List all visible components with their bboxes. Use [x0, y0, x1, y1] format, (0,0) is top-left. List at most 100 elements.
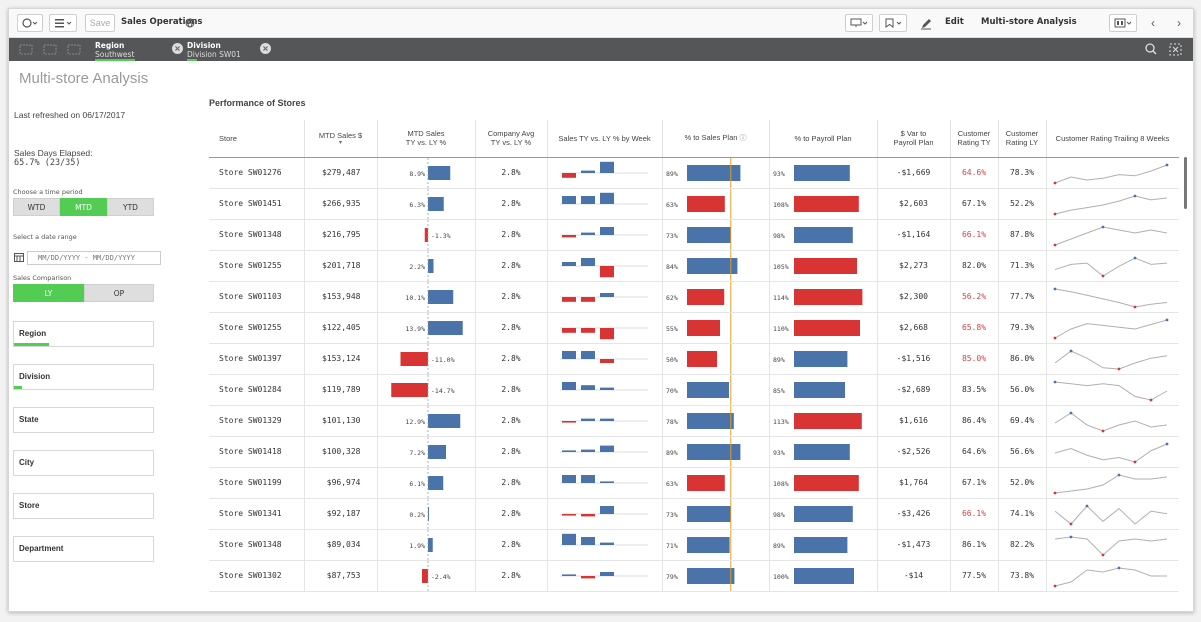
- ty-vs-ly-chart: 1.9%: [409, 529, 433, 560]
- header-store[interactable]: Store: [209, 120, 305, 158]
- filter-region[interactable]: Region: [13, 321, 154, 347]
- header-var-payroll[interactable]: $ Var to Payroll Plan: [877, 120, 951, 158]
- header-mtd-sales[interactable]: MTD Sales $ ▾: [304, 120, 378, 158]
- weekly-chart: [559, 505, 648, 516]
- weekly-chart: [559, 474, 648, 483]
- trailing-cell: [1046, 312, 1179, 344]
- payroll-plan-bar: [793, 288, 862, 305]
- time-period-wtd[interactable]: WTD: [13, 198, 60, 216]
- payroll-plan-chart: 93%: [773, 164, 850, 181]
- table-row[interactable]: Store SW01418 $100,328 7.2% 2.8% 89% 93% -$2,5…: [209, 436, 1179, 468]
- filter-state[interactable]: State: [13, 407, 154, 433]
- header-rating-ly[interactable]: Customer Rating LY: [998, 120, 1047, 158]
- clear-all-selections-icon[interactable]: [67, 44, 81, 55]
- header-ty-vs-ly[interactable]: MTD Sales TY vs. LY %: [377, 120, 476, 158]
- save-button[interactable]: Save: [85, 14, 115, 32]
- filter-division[interactable]: Division: [13, 364, 154, 390]
- header-trailing[interactable]: Customer Rating Trailing 8 Weeks: [1046, 120, 1179, 158]
- table-row[interactable]: Store SW01348 $89,034 1.9% 2.8% 71% 89% -$1,47…: [209, 529, 1179, 561]
- table-row[interactable]: Store SW01451 $266,935 6.3% 2.8% 63% 108% $2,6…: [209, 188, 1179, 220]
- selection-forward-icon[interactable]: [43, 44, 57, 55]
- sales-days-value: 65.7% (23/35): [14, 158, 81, 168]
- search-icon[interactable]: [1145, 43, 1157, 55]
- sales-plan-cell: 62%: [662, 281, 770, 313]
- header-weekly[interactable]: Sales TY vs. LY % by Week: [547, 120, 663, 158]
- header-sales-plan[interactable]: % to Sales Plan ⓘ: [662, 120, 770, 158]
- weekly-bar: [580, 536, 595, 545]
- var-payroll: -$14: [877, 560, 951, 592]
- sparkline-min-point: [1053, 336, 1056, 339]
- table-row[interactable]: Store SW01255 $122,405 13.9% 2.8% 55% 110% $2,…: [209, 312, 1179, 344]
- previous-sheet-button[interactable]: ‹: [1141, 14, 1165, 32]
- sales-plan-label: 84%: [666, 263, 678, 271]
- ty-vs-ly-bar: [400, 351, 428, 366]
- header-sales-plan-label: % to Sales Plan: [684, 133, 738, 143]
- ty-vs-ly-cell: -14.7%: [377, 374, 476, 406]
- table-scrollbar[interactable]: [1184, 157, 1187, 209]
- table-row[interactable]: Store SW01397 $153,124 -11.0% 2.8% 50% 89% -$1…: [209, 343, 1179, 375]
- weekly-bar: [580, 327, 595, 333]
- time-period-ytd[interactable]: YTD: [107, 198, 154, 216]
- var-payroll: $2,300: [877, 281, 951, 313]
- table-row[interactable]: Store SW01348 $216,795 -1.3% 2.8% 73% 98% -$1,…: [209, 219, 1179, 251]
- sales-plan-label: 62%: [666, 294, 678, 302]
- comparison-op[interactable]: OP: [84, 284, 154, 302]
- selection-back-icon[interactable]: [19, 44, 33, 55]
- sales-plan-cell: 89%: [662, 436, 770, 468]
- navigation-menu-button[interactable]: [17, 14, 43, 32]
- comparison-ly[interactable]: LY: [13, 284, 84, 302]
- sales-plan-bar: [686, 164, 740, 181]
- close-icon[interactable]: ×: [172, 43, 183, 54]
- sales-plan-label: 89%: [666, 449, 678, 457]
- header-company-avg[interactable]: Company Avg TY vs. LY %: [475, 120, 548, 158]
- header-payroll-plan[interactable]: % to Payroll Plan: [769, 120, 878, 158]
- next-sheet-button[interactable]: ›: [1167, 14, 1191, 32]
- close-icon[interactable]: ×: [260, 43, 271, 54]
- ty-vs-ly-chart: -11.0%: [400, 343, 454, 374]
- pencil-icon[interactable]: [920, 18, 932, 30]
- presentation-button[interactable]: [845, 14, 873, 32]
- weekly-cell: [547, 436, 663, 468]
- date-range-input[interactable]: MM/DD/YYYY - MM/DD/YYYY: [27, 251, 161, 265]
- sparkline-max-point: [1165, 163, 1168, 166]
- header-mtd-sales-label: MTD Sales $: [318, 130, 363, 140]
- table-row[interactable]: Store SW01341 $92,187 0.2% 2.8% 73% 98% -$3,42…: [209, 498, 1179, 530]
- table-row[interactable]: Store SW01103 $153,948 10.1% 2.8% 62% 114% $2,…: [209, 281, 1179, 313]
- ty-vs-ly-cell: 1.9%: [377, 529, 476, 561]
- payroll-plan-cell: 108%: [769, 467, 878, 499]
- table-row[interactable]: Store SW01284 $119,789 -14.7% 2.8% 70% 85% -$2…: [209, 374, 1179, 406]
- smart-search-icon[interactable]: [1169, 43, 1182, 56]
- table-row[interactable]: Store SW01199 $96,974 6.1% 2.8% 63% 108% $1,76…: [209, 467, 1179, 499]
- selection-chip-region[interactable]: Region Southwest ×: [95, 38, 183, 61]
- calendar-icon[interactable]: [14, 252, 25, 263]
- company-avg: 2.8%: [475, 436, 548, 468]
- ty-vs-ly-chart: 0.2%: [409, 498, 429, 529]
- sales-plan-bar: [686, 195, 725, 212]
- info-icon[interactable]: ⓘ: [739, 135, 747, 143]
- ty-vs-ly-label: -2.4%: [431, 573, 451, 581]
- bookmark-button[interactable]: [879, 14, 907, 32]
- filter-store[interactable]: Store: [13, 493, 154, 519]
- time-period-mtd[interactable]: MTD: [60, 198, 107, 216]
- table-row[interactable]: Store SW01302 $87,753 -2.4% 2.8% 79% 100% -$14…: [209, 560, 1179, 592]
- sparkline-max-point: [1133, 256, 1136, 259]
- table-row[interactable]: Store SW01276 $279,487 8.9% 2.8% 89% 93% -$1,6…: [209, 157, 1179, 189]
- filter-department[interactable]: Department: [13, 536, 154, 562]
- filter-city[interactable]: City: [13, 450, 154, 476]
- var-payroll: -$2,689: [877, 374, 951, 406]
- payroll-plan-bar: [793, 226, 853, 243]
- edit-button[interactable]: Edit: [945, 17, 964, 27]
- sales-plan-label: 89%: [666, 170, 678, 178]
- filter-label: City: [19, 458, 35, 467]
- table-row[interactable]: Store SW01255 $201,718 2.2% 2.8% 84% 105% $2,2…: [209, 250, 1179, 282]
- payroll-plan-label: 89%: [773, 356, 785, 364]
- list-menu-button[interactable]: [49, 14, 77, 32]
- selection-chip-division[interactable]: Division Division SW01 ×: [187, 38, 271, 61]
- ty-vs-ly-cell: 13.9%: [377, 312, 476, 344]
- header-rating-ty[interactable]: Customer Rating TY: [950, 120, 999, 158]
- ty-vs-ly-bar: [427, 444, 446, 459]
- weekly-chart: [559, 418, 648, 423]
- sales-plan-cell: 71%: [662, 529, 770, 561]
- sheets-menu-button[interactable]: [1109, 14, 1137, 32]
- table-row[interactable]: Store SW01329 $101,130 12.9% 2.8% 78% 113% $1,…: [209, 405, 1179, 437]
